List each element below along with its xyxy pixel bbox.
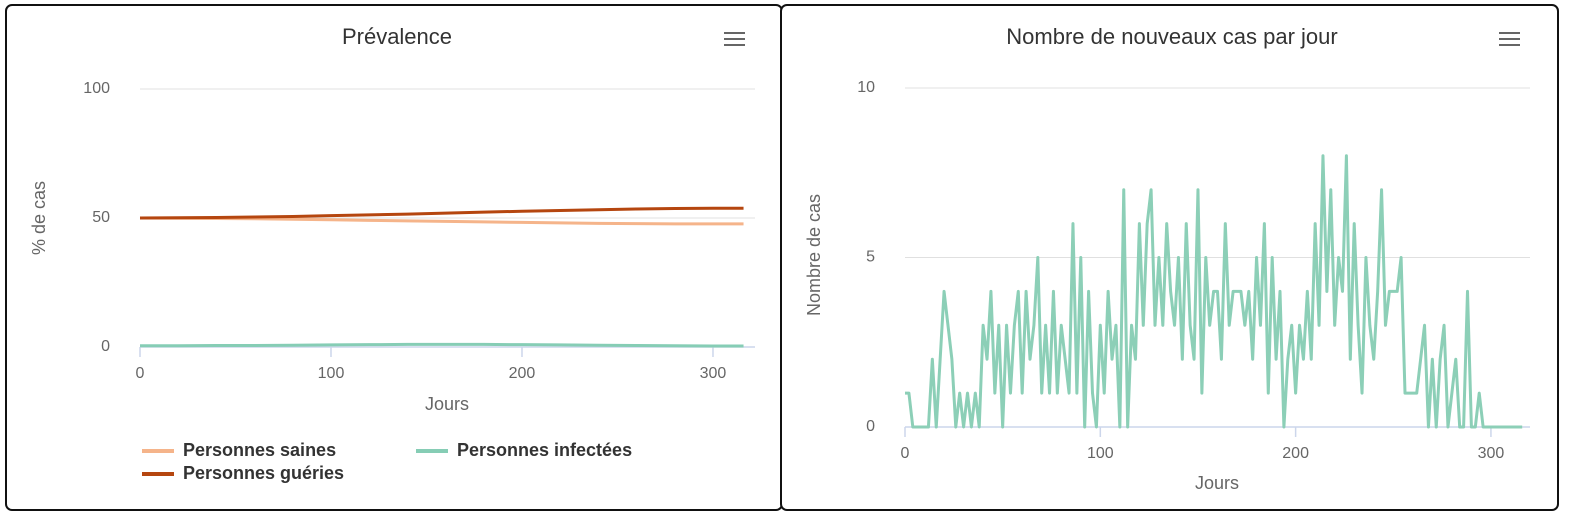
x-tick-label: 200 bbox=[1282, 445, 1309, 462]
x-tick-label: 0 bbox=[136, 365, 145, 382]
x-axis-title: Jours bbox=[425, 394, 469, 414]
legend-label: Personnes guéries bbox=[183, 463, 344, 483]
chart-title: Nombre de nouveaux cas par jour bbox=[1006, 24, 1337, 49]
y-tick-label: 5 bbox=[866, 249, 875, 266]
x-tick-label: 100 bbox=[1087, 445, 1114, 462]
y-axis-title: Nombre de cas bbox=[804, 194, 824, 316]
y-tick-label: 50 bbox=[92, 209, 110, 226]
y-tick-label: 0 bbox=[866, 418, 875, 435]
data-line bbox=[140, 342, 744, 348]
y-tick-label: 0 bbox=[101, 338, 110, 355]
menu-button[interactable] bbox=[1495, 28, 1523, 50]
x-axis-title: Jours bbox=[1195, 473, 1239, 493]
x-tick-label: 0 bbox=[901, 445, 910, 462]
y-tick-label: 100 bbox=[83, 80, 110, 97]
y-tick-label: 10 bbox=[857, 79, 875, 96]
x-tick-label: 300 bbox=[1478, 445, 1505, 462]
panel bbox=[5, 4, 783, 511]
data-line bbox=[905, 154, 1523, 429]
x-tick-label: 300 bbox=[700, 365, 727, 382]
legend-label: Personnes saines bbox=[183, 440, 336, 460]
x-tick-label: 200 bbox=[509, 365, 536, 382]
y-axis-title: % de cas bbox=[29, 181, 49, 255]
menu-button[interactable] bbox=[720, 28, 748, 50]
chart-title: Prévalence bbox=[342, 24, 452, 49]
data-line bbox=[139, 206, 744, 220]
legend-label: Personnes infectées bbox=[457, 440, 632, 460]
data-line bbox=[139, 216, 744, 226]
x-tick-label: 100 bbox=[318, 365, 345, 382]
